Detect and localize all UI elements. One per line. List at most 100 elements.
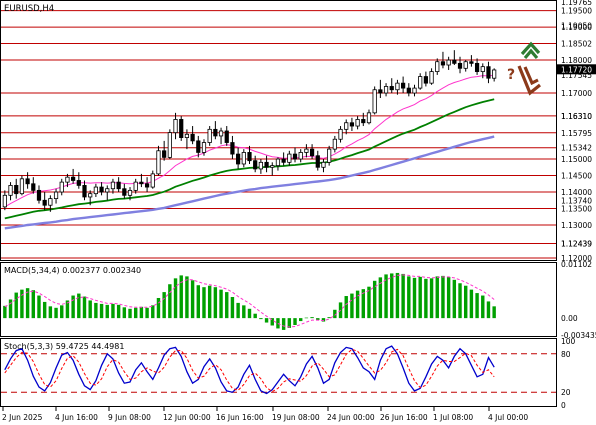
price-panel-frame [0,0,557,261]
macd-histogram-bar [20,289,24,319]
candle-body [224,130,229,143]
moving-average-line [4,98,495,220]
candle-body [418,76,423,89]
time-tick-label: 4 Jun 16:00 [55,413,98,422]
time-tick-label: 19 Jun 08:00 [272,413,320,422]
candle-body [395,82,400,91]
candle-body [338,128,343,140]
macd-histogram-bar [65,300,70,319]
macd-title: MACD(5,34,4) 0.002377 0.002340 [4,266,141,275]
candle-body [270,165,275,168]
macd-histogram-bar [441,275,445,319]
stoch-tick-label: 80 [561,350,571,359]
stoch-main-line [4,345,495,395]
macd-histogram-bar [429,278,434,319]
macd-histogram-bar [281,318,286,330]
candle-body [332,138,337,150]
macd-histogram-bar [344,296,348,319]
macd-histogram-bar [327,317,331,319]
macd-histogram-bar [128,308,132,319]
macd-histogram-bar [401,273,405,319]
macd-histogram-bar [458,283,462,319]
macd-histogram-bar [71,295,75,319]
stoch-tick-label: 0 [561,401,566,410]
time-tick-label: 9 Jun 08:00 [108,413,151,422]
candle-body [361,119,366,124]
macd-histogram-bar [42,301,47,319]
candle-body [327,148,332,163]
candle-body [110,181,116,190]
macd-histogram-bar [435,276,439,319]
price-tick-label: 1.19765 [561,0,592,7]
candle-body [469,61,474,64]
macd-histogram-bar [486,301,491,319]
current-price-box [557,64,596,75]
candle-body [105,188,110,193]
macd-histogram-bar [310,317,314,319]
candle-body [31,183,36,191]
macd-histogram-bar [116,304,121,319]
price-tick-label: 1.19050 [561,21,592,30]
candle-body [82,185,87,198]
candle-body [230,142,235,155]
macd-histogram-bar [452,279,457,319]
price-tick-label: 1.16310 [561,112,592,121]
price-tick-label: 1.12439 [561,240,592,249]
macd-histogram-bar [105,304,109,319]
macd-histogram-bar [378,277,383,319]
moving-average-line [4,135,495,230]
macd-histogram-bar [139,306,144,319]
candle-body [156,150,161,175]
price-tick-label: 1.18000 [561,56,592,65]
macd-histogram-bar [134,307,138,319]
macd-histogram-bar [361,289,365,319]
candle-body [383,86,389,94]
candle-body [42,199,47,206]
macd-histogram-bar [94,302,98,319]
macd-histogram-bar [213,287,218,319]
macd-histogram-bar [372,280,377,319]
candle-body [59,181,64,193]
candle-body [378,89,383,94]
macd-histogram-bar [202,287,206,319]
macd-histogram-bar [25,288,30,319]
candle-body [139,181,144,185]
candle-body [133,181,138,191]
macd-histogram-bar [14,292,18,319]
macd-histogram-bar [395,272,400,319]
stochastic-indicator: 100 80 20 0 [1,337,576,410]
candle-body [196,140,201,153]
candle-body [218,130,224,137]
macd-histogram-bar [242,305,246,319]
macd-histogram-bar [88,300,92,319]
macd-histogram-bar [367,286,371,319]
candle-body [292,153,298,160]
candle-body [116,181,121,190]
candle-body [281,158,286,163]
time-tick-label: 26 Jun 16:00 [380,413,428,422]
macd-histogram-bar [287,318,292,328]
macd-histogram-bar [151,305,155,319]
price-tick-label: 1.18502 [561,40,592,49]
macd-histogram-bar [168,284,172,319]
candle-body [344,122,349,130]
candle-body [184,133,190,138]
candle-body [435,61,440,73]
macd-histogram-bar [77,293,81,319]
macd-histogram-bar [316,318,320,321]
candle-body [264,161,269,168]
candle-body [355,119,360,127]
time-tick-label: 16 Jun 16:00 [216,413,264,422]
candle-body [36,189,42,201]
candle-body [486,66,491,79]
price-tick-label: 1.15342 [561,144,592,153]
macd-histogram-bar [196,285,200,319]
candle-body [372,89,377,114]
macd-histogram-bar [270,318,274,326]
candle-body [127,189,133,196]
macd-histogram-bar [407,276,411,319]
candle-body [457,62,463,69]
candle-body [19,178,25,195]
candle-body [99,186,104,193]
